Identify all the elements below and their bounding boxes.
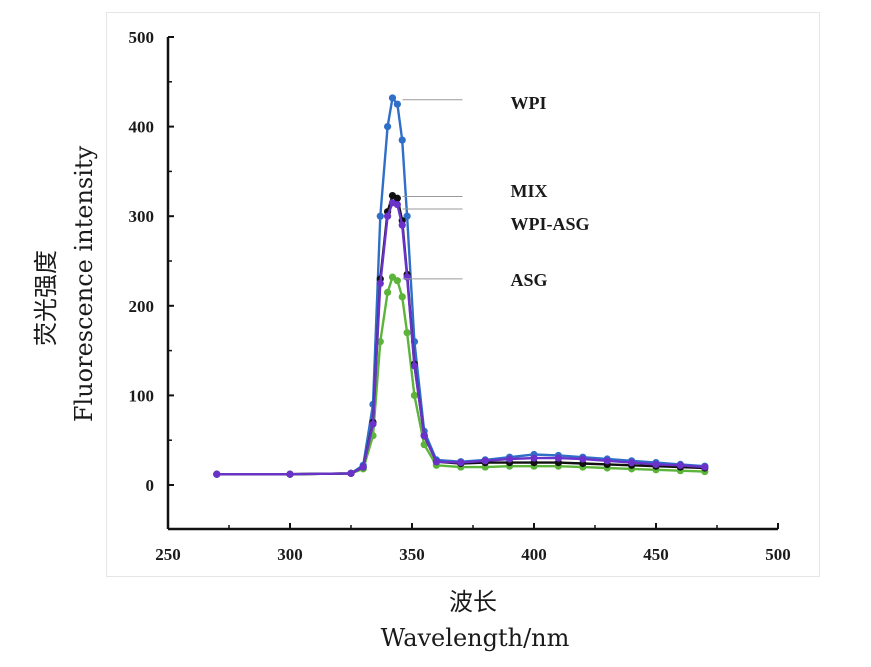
data-point-wpi-asg: [579, 455, 587, 463]
data-point-wpi-asg: [347, 469, 355, 477]
data-point-wpi-asg: [481, 457, 489, 465]
data-point-wpi-asg: [384, 212, 392, 220]
data-point-asg: [384, 288, 392, 296]
data-point-wpi-asg: [420, 432, 428, 440]
data-point-wpi-asg: [376, 279, 384, 287]
y-axis-label: Fluorescence intensity: [70, 145, 98, 422]
data-point-wpi-asg: [530, 454, 538, 462]
x-axis-label: Wavelength/nm: [381, 624, 570, 652]
data-point-wpi-asg: [369, 420, 377, 428]
legend-label-wpi: WPI: [510, 93, 546, 113]
series-line-wpi: [216, 96, 705, 476]
x-tick-label: 300: [277, 545, 303, 564]
data-point-wpi-asg: [457, 459, 465, 467]
data-point-wpi-asg: [393, 200, 401, 209]
data-point-asg: [420, 441, 428, 449]
y-tick-label: 300: [129, 207, 155, 226]
data-point-asg: [403, 329, 411, 337]
chart-frame: [106, 12, 820, 577]
data-point-wpi-asg: [410, 362, 419, 370]
data-point-asg: [398, 293, 406, 301]
axes: 0 100 200 300 400 500 250 300 350 400 450 500: [129, 28, 791, 564]
data-point-wpi: [376, 212, 384, 220]
data-point-wpi-asg: [652, 460, 660, 468]
series-group: [213, 94, 709, 478]
series-line-mix: [216, 194, 705, 476]
data-point-wpi-asg: [398, 221, 406, 229]
data-point-wpi-asg: [603, 457, 611, 465]
data-point-wpi: [384, 123, 392, 131]
y-tick-label: 500: [129, 28, 155, 47]
data-point-wpi-asg: [213, 470, 221, 478]
x-tick-label: 250: [155, 545, 181, 564]
y-tick-label: 400: [129, 118, 155, 137]
data-point-wpi-asg: [359, 463, 367, 471]
legend-label-wpi-asg: WPI-ASG: [510, 214, 589, 234]
data-point-wpi: [403, 212, 411, 220]
data-point-mix: [393, 194, 401, 202]
data-point-wpi: [388, 94, 397, 102]
data-point-wpi-asg: [506, 455, 514, 463]
x-tick-label: 350: [399, 545, 425, 564]
data-point-wpi-asg: [403, 273, 411, 281]
series-line-asg: [216, 275, 705, 476]
y-axis-label-chinese: 荧光强度: [32, 250, 60, 346]
legend-label-asg: ASG: [510, 270, 547, 290]
data-point-asg: [393, 277, 401, 285]
series-line-wpi-asg: [216, 201, 705, 476]
legend-annotations: WPI MIX WPI-ASG ASG: [402, 93, 589, 290]
x-tick-label: 450: [643, 545, 669, 564]
data-point-wpi-asg: [701, 463, 709, 471]
x-tick-label: 500: [765, 545, 791, 564]
data-point-wpi-asg: [554, 454, 563, 462]
data-point-wpi-asg: [676, 461, 685, 469]
y-tick-label: 100: [129, 386, 155, 405]
x-axis-label-chinese: 波长: [449, 588, 497, 616]
data-point-wpi: [398, 136, 406, 144]
data-point-asg: [410, 391, 419, 399]
data-point-wpi-asg: [286, 470, 294, 478]
data-point-wpi: [393, 100, 401, 108]
data-point-wpi-asg: [628, 459, 636, 467]
y-tick-label: 200: [129, 297, 155, 316]
x-tick-label: 400: [521, 545, 547, 564]
data-point-wpi-asg: [432, 458, 440, 466]
legend-label-mix: MIX: [510, 181, 547, 201]
y-tick-label: 0: [146, 476, 155, 495]
